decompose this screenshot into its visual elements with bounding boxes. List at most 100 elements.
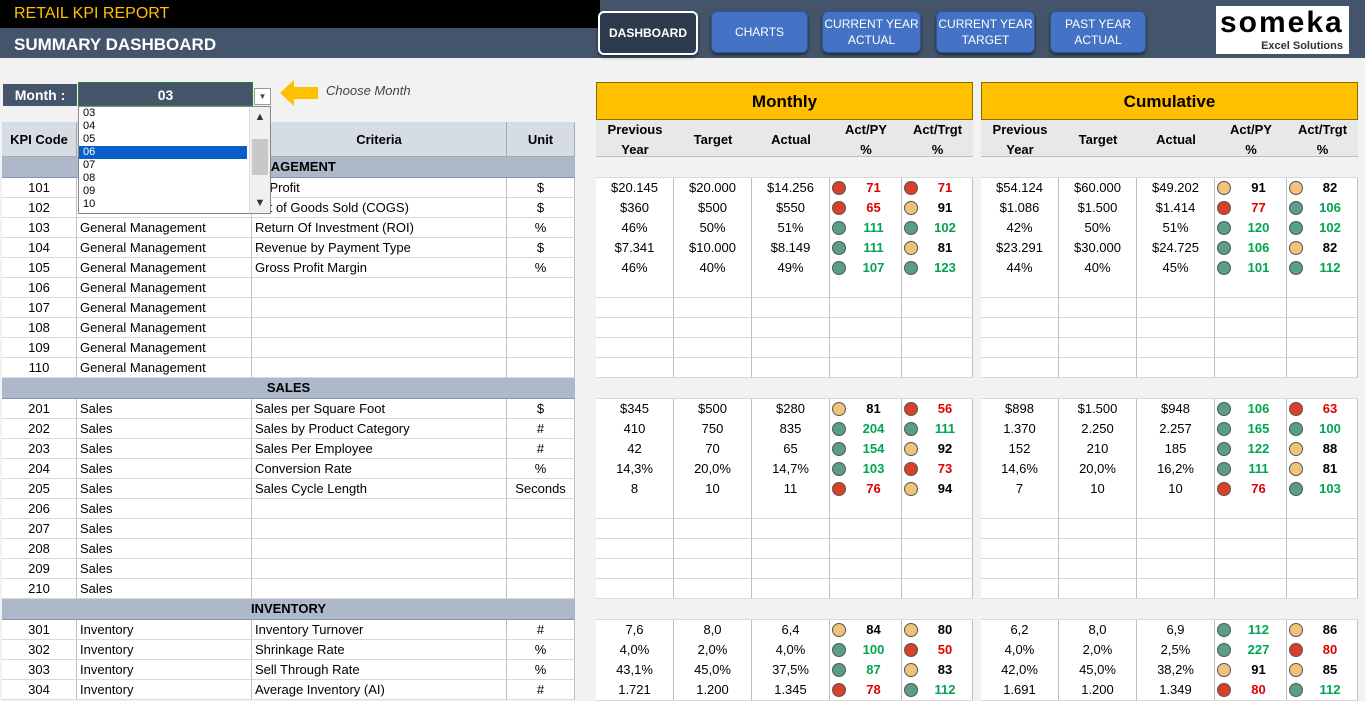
value-prev xyxy=(596,358,674,378)
status-dot-icon xyxy=(832,181,846,195)
value-actual: 185 xyxy=(1137,439,1215,460)
table-row xyxy=(981,539,1358,559)
value-prev: $7.341 xyxy=(596,238,674,259)
dropdown-option[interactable]: 08 xyxy=(83,172,96,184)
value-prev: 14,6% xyxy=(981,459,1059,480)
table-row: 105 General Management Gross Profit Marg… xyxy=(2,258,575,278)
dropdown-option[interactable]: 10 xyxy=(83,198,96,210)
value-prev: $345 xyxy=(596,399,674,420)
someka-logo[interactable]: someka Excel Solutions xyxy=(1216,6,1349,54)
indicator-cell: 85 xyxy=(1287,660,1358,681)
indicator-cell: 83 xyxy=(902,660,973,681)
logo-main-text: someka xyxy=(1220,6,1344,39)
value-actual: 10 xyxy=(1137,479,1215,500)
chevron-up-icon[interactable]: ▲ xyxy=(254,111,266,123)
indicator-cell: 227 xyxy=(1215,640,1287,661)
indicator-cell: 56 xyxy=(902,399,973,420)
indicator-value: 111 xyxy=(1248,461,1269,476)
dropdown-option[interactable]: 05 xyxy=(83,133,96,145)
indicator-cell: 73 xyxy=(902,459,973,480)
indicator-cell xyxy=(830,559,902,579)
table-row: 14,3% 20,0% 14,7% 103 73 xyxy=(596,459,973,480)
indicator-value: 112 xyxy=(1319,260,1341,275)
header-actual: Actual xyxy=(1156,132,1196,147)
status-dot-icon xyxy=(832,482,846,496)
dropdown-option[interactable]: 04 xyxy=(83,120,96,132)
table-row: 204 Sales Conversion Rate % xyxy=(2,459,575,479)
indicator-cell xyxy=(1287,519,1358,539)
kpi-unit xyxy=(507,499,575,519)
indicator-cell: 87 xyxy=(830,660,902,681)
logo-sub-text: Excel Solutions xyxy=(1261,40,1343,52)
indicator-value: 91 xyxy=(937,200,953,215)
status-dot-icon xyxy=(832,402,846,416)
value-prev: 152 xyxy=(981,439,1059,460)
kpi-criteria xyxy=(252,278,507,298)
indicator-cell: 106 xyxy=(1215,399,1287,420)
indicator-cell: 65 xyxy=(830,198,902,219)
value-actual xyxy=(1137,338,1215,358)
value-actual: 49% xyxy=(752,258,830,279)
indicator-value: 122 xyxy=(1247,441,1270,456)
scrollbar-thumb[interactable] xyxy=(252,139,268,175)
kpi-category: Sales xyxy=(77,419,252,439)
kpi-code: 101 xyxy=(2,178,77,198)
dropdown-scrollbar[interactable]: ▲ ▼ xyxy=(249,107,270,213)
nav-past-year-actual-button[interactable]: PAST YEAR ACTUAL xyxy=(1050,11,1146,53)
indicator-value: 227 xyxy=(1247,642,1270,657)
status-dot-icon xyxy=(904,422,918,436)
indicator-cell xyxy=(830,358,902,378)
value-actual: 6,4 xyxy=(752,620,830,641)
kpi-criteria xyxy=(252,358,507,378)
chevron-down-icon[interactable]: ▼ xyxy=(254,88,271,105)
indicator-cell: 112 xyxy=(1287,258,1358,279)
status-dot-icon xyxy=(832,201,846,215)
value-target xyxy=(674,338,752,358)
indicator-value: 78 xyxy=(866,682,881,697)
dropdown-option[interactable]: 09 xyxy=(83,185,96,197)
indicator-cell: 154 xyxy=(830,439,902,460)
kpi-criteria: Sales Per Employee xyxy=(252,439,507,459)
indicator-cell: 84 xyxy=(830,620,902,641)
month-dropdown-list[interactable]: 03 04 05 06 07 08 09 10 ▲ ▼ xyxy=(78,106,271,214)
dropdown-option[interactable]: 07 xyxy=(83,159,96,171)
indicator-value: 107 xyxy=(862,260,885,275)
indicator-cell: 101 xyxy=(1215,258,1287,279)
nav-current-year-target-button[interactable]: CURRENT YEAR TARGET xyxy=(936,11,1035,53)
chevron-down-icon[interactable]: ▼ xyxy=(254,197,266,209)
value-prev xyxy=(596,519,674,539)
value-actual xyxy=(752,318,830,338)
nav-dashboard-button[interactable]: DASHBOARD xyxy=(598,11,698,55)
indicator-value: 112 xyxy=(1248,622,1269,637)
value-target xyxy=(1059,338,1137,358)
value-prev xyxy=(981,539,1059,559)
kpi-category: Inventory xyxy=(77,660,252,680)
kpi-criteria: ost of Goods Sold (COGS) xyxy=(252,198,507,218)
kpi-criteria: et Profit xyxy=(252,178,507,198)
indicator-value: 100 xyxy=(862,642,885,657)
nav-charts-button[interactable]: CHARTS xyxy=(711,11,808,53)
value-prev: $898 xyxy=(981,399,1059,420)
status-dot-icon xyxy=(1289,221,1303,235)
nav-current-year-actual-button[interactable]: CURRENT YEAR ACTUAL xyxy=(822,11,921,53)
kpi-code: 304 xyxy=(2,680,77,700)
value-actual: $24.725 xyxy=(1137,238,1215,259)
indicator-cell xyxy=(1215,278,1287,298)
indicator-value: 102 xyxy=(1319,220,1341,235)
kpi-criteria xyxy=(252,579,507,599)
indicator-cell xyxy=(1215,559,1287,579)
status-dot-icon xyxy=(904,261,918,275)
dropdown-option[interactable]: 06 xyxy=(79,146,247,159)
table-row: 203 Sales Sales Per Employee # xyxy=(2,439,575,459)
indicator-cell: 165 xyxy=(1215,419,1287,440)
table-row: 207 Sales xyxy=(2,519,575,539)
table-row xyxy=(981,278,1358,298)
indicator-value: 111 xyxy=(934,421,956,436)
kpi-unit: # xyxy=(507,620,575,640)
dropdown-option[interactable]: 03 xyxy=(83,107,96,119)
table-row xyxy=(981,338,1358,358)
value-prev xyxy=(596,318,674,338)
table-row: 303 Inventory Sell Through Rate % xyxy=(2,660,575,680)
month-select[interactable]: 03 xyxy=(78,82,253,106)
value-prev xyxy=(596,338,674,358)
